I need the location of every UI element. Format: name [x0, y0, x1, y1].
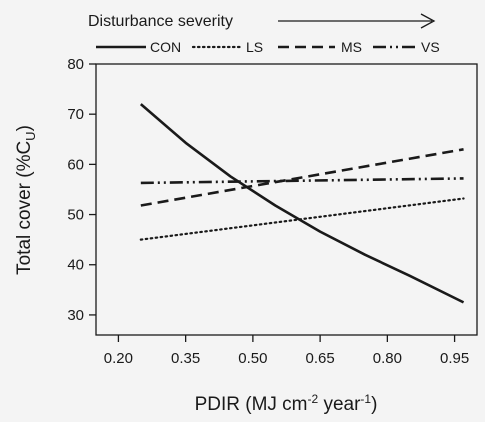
severity-arrow [278, 13, 436, 29]
x-tick-label: 0.20 [104, 350, 133, 367]
series-group [139, 103, 465, 304]
x-tick-label: 0.80 [373, 350, 402, 367]
y-tick-label: 50 [67, 207, 84, 224]
x-tick-label: 0.95 [440, 350, 469, 367]
legend-label-vs: VS [421, 39, 440, 55]
y-tick-label: 80 [67, 56, 84, 73]
series-line-con [139, 103, 465, 304]
x-tick-label: 0.50 [238, 350, 267, 367]
legend-label-ls: LS [246, 39, 263, 55]
legend-label-ms: MS [341, 39, 362, 55]
y-axis-title: Total cover (%CU) [14, 125, 38, 275]
header-label: Disturbance severity [88, 13, 233, 30]
plot-frame [95, 63, 478, 336]
series-line-ls [139, 197, 465, 241]
y-tick-label: 60 [67, 156, 84, 173]
y-tick-label: 30 [67, 307, 84, 324]
x-tick-label: 0.65 [306, 350, 335, 367]
legend: CON LS MS VS [96, 39, 440, 55]
x-tick-label: 0.35 [171, 350, 200, 367]
series-line-ms [140, 148, 464, 207]
y-tick-label: 70 [67, 106, 84, 123]
axis-ticks: 0.20 0.35 0.50 0.65 0.80 0.95 30 40 50 60 70 80 [67, 56, 469, 367]
y-tick-label: 40 [67, 257, 84, 274]
x-axis-title: PDIR (MJ cm-2 year-1) [195, 392, 378, 415]
legend-label-con: CON [150, 39, 181, 55]
series-line-vs [140, 177, 464, 185]
